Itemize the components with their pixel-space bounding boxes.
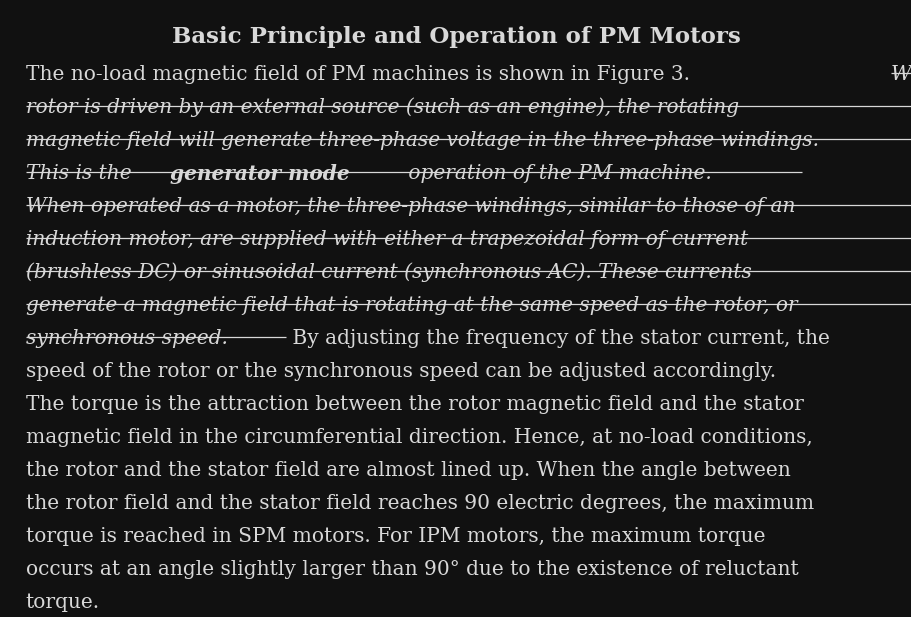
Text: the rotor field and the stator field reaches 90 electric degrees, the maximum: the rotor field and the stator field rea… bbox=[26, 494, 813, 513]
Text: When operated as a motor, the three-phase windings, similar to those of an: When operated as a motor, the three-phas… bbox=[26, 197, 794, 216]
Text: torque.: torque. bbox=[26, 593, 99, 612]
Text: synchronous speed.: synchronous speed. bbox=[26, 329, 227, 348]
Text: occurs at an angle slightly larger than 90° due to the existence of reluctant: occurs at an angle slightly larger than … bbox=[26, 560, 797, 579]
Text: generate a magnetic field that is rotating at the same speed as the rotor, or: generate a magnetic field that is rotati… bbox=[26, 296, 796, 315]
Text: magnetic field will generate three-phase voltage in the three-phase windings.: magnetic field will generate three-phase… bbox=[26, 131, 818, 150]
Text: The torque is the attraction between the rotor magnetic field and the stator: The torque is the attraction between the… bbox=[26, 395, 803, 414]
Text: Basic Principle and Operation of PM Motors: Basic Principle and Operation of PM Moto… bbox=[171, 26, 740, 48]
Text: magnetic field in the circumferential direction. Hence, at no-load conditions,: magnetic field in the circumferential di… bbox=[26, 428, 812, 447]
Text: By adjusting the frequency of the stator current, the: By adjusting the frequency of the stator… bbox=[286, 329, 829, 348]
Text: The no-load magnetic field of PM machines is shown in Figure 3.: The no-load magnetic field of PM machine… bbox=[26, 65, 695, 84]
Text: generator mode: generator mode bbox=[169, 164, 349, 184]
Text: speed of the rotor or the synchronous speed can be adjusted accordingly.: speed of the rotor or the synchronous sp… bbox=[26, 362, 775, 381]
Text: rotor is driven by an external source (such as an engine), the rotating: rotor is driven by an external source (s… bbox=[26, 97, 738, 117]
Text: This is the: This is the bbox=[26, 164, 138, 183]
Text: When the: When the bbox=[889, 65, 911, 84]
Text: operation of the PM machine.: operation of the PM machine. bbox=[402, 164, 711, 183]
Text: the rotor and the stator field are almost lined up. When the angle between: the rotor and the stator field are almos… bbox=[26, 461, 790, 480]
Text: torque is reached in SPM motors. For IPM motors, the maximum torque: torque is reached in SPM motors. For IPM… bbox=[26, 527, 764, 546]
Text: (brushless DC) or sinusoidal current (synchronous AC). These currents: (brushless DC) or sinusoidal current (sy… bbox=[26, 263, 751, 283]
Text: induction motor, are supplied with either a trapezoidal form of current: induction motor, are supplied with eithe… bbox=[26, 230, 747, 249]
